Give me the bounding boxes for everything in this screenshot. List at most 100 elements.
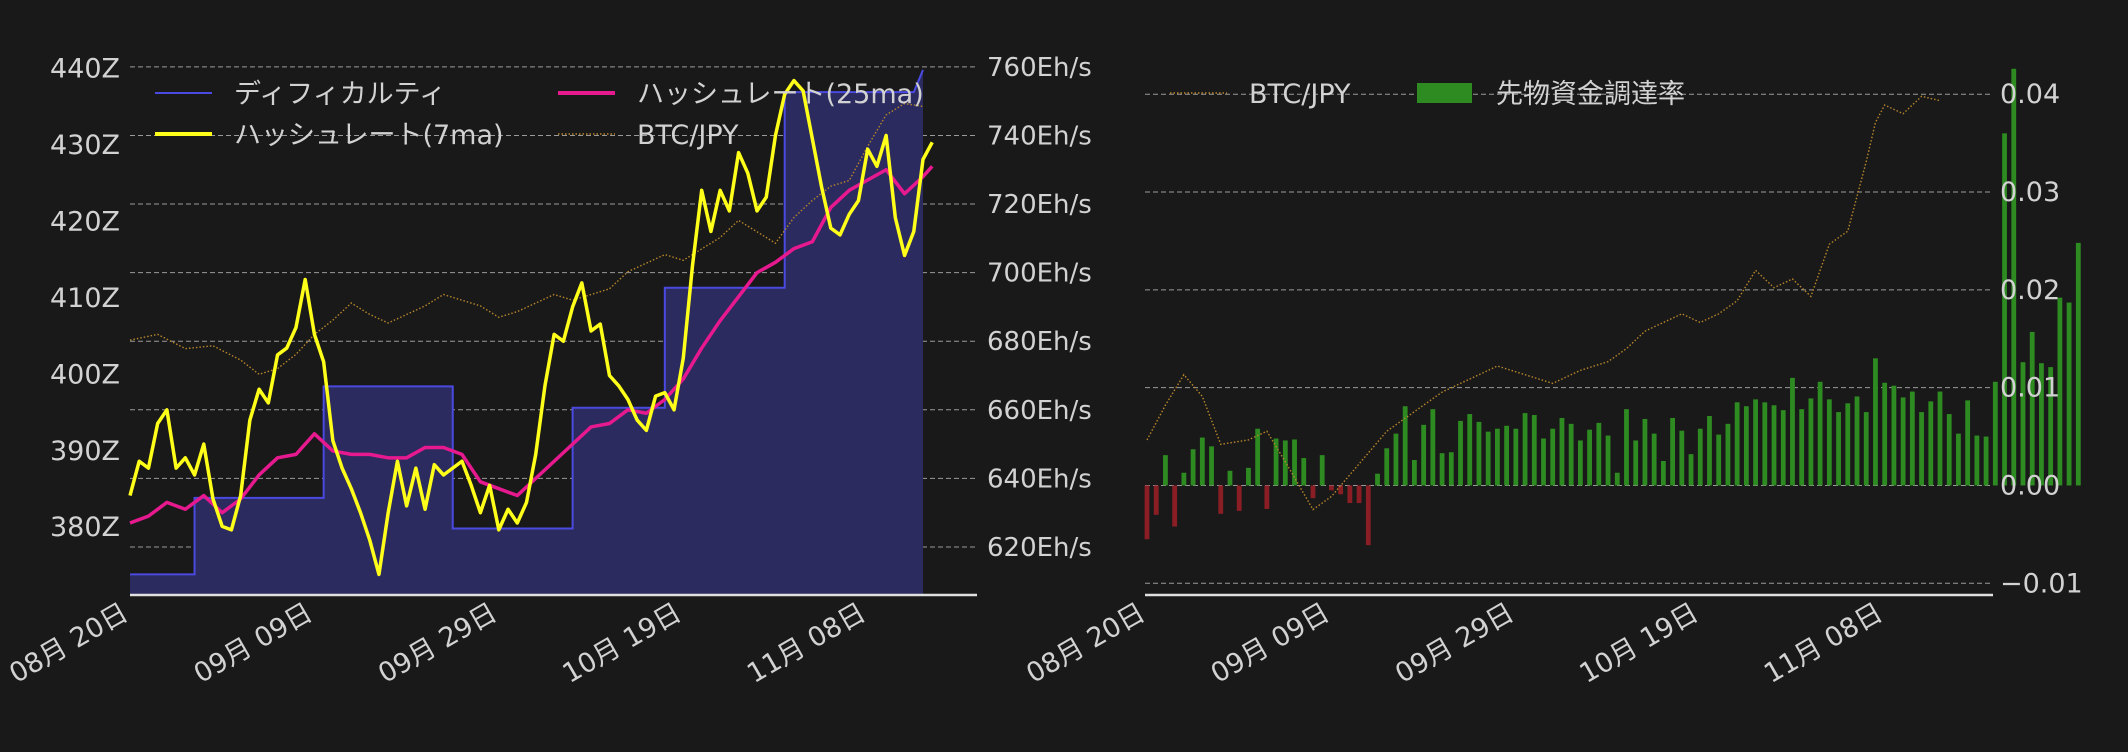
- funding-rate-bar: [1965, 400, 1971, 486]
- funding-rate-bar: [1780, 410, 1786, 486]
- funding-rate-bar: [1246, 467, 1251, 486]
- funding-rate-bar: [1273, 438, 1279, 486]
- funding-rate-chart: 0.04 0.03 0.02 0.01 0.00 −0.01 08月 20日 09月 09日 0…: [1021, 68, 2083, 690]
- funding-rate-bar: [1734, 402, 1740, 486]
- funding-rate-bar: [1319, 455, 1325, 486]
- funding-rate-bar: [1264, 485, 1270, 509]
- funding-rate-bar: [1384, 448, 1390, 486]
- left-tick-label: 390Z: [50, 436, 120, 467]
- funding-rate-bar: [1531, 415, 1537, 486]
- right-tick-label: 0.04: [2000, 79, 2060, 110]
- funding-rate-bar: [1873, 358, 1878, 486]
- funding-rate-bar: [1513, 428, 1519, 486]
- funding-rate-bar: [1836, 412, 1841, 486]
- funding-rate-bar: [1467, 414, 1473, 486]
- x-tick-label: 10月 19日: [558, 597, 687, 689]
- funding-rate-bar: [1651, 433, 1657, 486]
- funding-rate-bar: [1974, 435, 1980, 486]
- btc-jpy-line: [1146, 95, 1941, 511]
- left-tick-label: 410Z: [50, 283, 120, 314]
- funding-rate-bar: [1338, 485, 1344, 495]
- funding-rate-bar: [1937, 391, 1943, 486]
- funding-rate-bar: [1301, 458, 1307, 486]
- hashrate-7ma-line: [128, 78, 934, 577]
- right-tick-label: 700Eh/s: [987, 259, 1092, 289]
- funding-rate-bar: [1181, 472, 1187, 486]
- funding-rate-bar: [1522, 413, 1528, 486]
- right-tick-label: 620Eh/s: [987, 533, 1092, 563]
- funding-rate-bar: [1808, 398, 1814, 486]
- legend-btc-label: BTC/JPY: [637, 120, 739, 151]
- right-tick-label: 740Eh/s: [987, 121, 1092, 151]
- funding-rate-bar: [1504, 425, 1510, 486]
- funding-rate-bar: [1153, 485, 1159, 515]
- funding-rate-bar: [1236, 485, 1242, 511]
- funding-rate-bar: [1393, 433, 1399, 486]
- funding-rate-bar: [1439, 453, 1445, 486]
- legend-btc-label: BTC/JPY: [1249, 79, 1351, 110]
- funding-rate-bar: [2048, 367, 2054, 486]
- funding-rate-bar: [1670, 417, 1675, 486]
- funding-rate-bar: [1799, 409, 1805, 486]
- mining-chart: 380Z 390Z 400Z 410Z 420Z 430Z 440Z 620Eh/s 640Eh…: [4, 53, 1092, 690]
- funding-rate-bar: [1587, 429, 1593, 486]
- right-tick-label: −0.01: [2000, 568, 2083, 599]
- funding-rate-bar: [1909, 391, 1915, 486]
- funding-rate-bar: [1826, 399, 1832, 486]
- funding-rate-bar: [1347, 485, 1353, 504]
- funding-rate-bar: [1605, 435, 1611, 486]
- funding-rate-bar: [1282, 440, 1288, 486]
- right-tick-label: 660Eh/s: [987, 396, 1092, 426]
- difficulty-line: [130, 69, 924, 576]
- legend-difficulty-label: ディフィカルティ: [234, 79, 446, 110]
- funding-rate-bar: [1863, 412, 1869, 486]
- x-tick-label: 09月 09日: [1206, 597, 1335, 689]
- legend-funding-label: 先物資金調達率: [1496, 79, 1685, 110]
- funding-rate-bar: [1642, 418, 1648, 486]
- funding-rate-bar: [2020, 362, 2026, 486]
- funding-rate-bar: [1624, 409, 1629, 486]
- funding-rate-bar: [1494, 428, 1500, 486]
- funding-rate-bar: [1697, 428, 1703, 486]
- legend-funding-swatch: [1417, 83, 1472, 103]
- funding-rate-bar: [1199, 437, 1205, 486]
- funding-rate-bar: [1956, 433, 1961, 486]
- funding-rate-bar: [1292, 439, 1297, 486]
- left-tick-label: 420Z: [50, 207, 120, 238]
- funding-rate-bar: [1817, 381, 1823, 486]
- funding-rate-bar: [1310, 485, 1316, 499]
- funding-rate-bar: [1430, 409, 1436, 486]
- funding-rate-bar: [1845, 403, 1851, 486]
- funding-rate-bar: [1688, 454, 1694, 486]
- funding-rate-bar: [2011, 68, 2017, 486]
- funding-rate-bar: [1568, 423, 1574, 486]
- funding-rate-bar: [1402, 406, 1408, 486]
- funding-rate-bar: [2057, 297, 2063, 486]
- x-tick-label: 10月 19日: [1575, 597, 1704, 689]
- funding-rate-bar: [1144, 485, 1150, 540]
- x-tick-label: 11月 08日: [1759, 597, 1888, 689]
- funding-rate-bar: [1163, 455, 1168, 486]
- funding-rate-bar: [1577, 440, 1583, 486]
- right-tick-label: 640Eh/s: [987, 464, 1092, 494]
- difficulty-area: [130, 69, 923, 595]
- funding-rate-bar: [1448, 452, 1454, 486]
- funding-rate-bar: [1753, 399, 1758, 486]
- left-tick-label: 380Z: [50, 512, 120, 543]
- funding-rate-bar: [1992, 381, 1998, 486]
- right-tick-label: 0.02: [2000, 275, 2060, 306]
- funding-rate-bar: [1679, 430, 1685, 486]
- x-tick-label: 08月 20日: [1021, 597, 1150, 689]
- funding-rate-bar: [1854, 396, 1860, 486]
- funding-rate-bar: [1928, 401, 1934, 486]
- left-tick-label: 400Z: [50, 359, 120, 390]
- x-tick-label: 11月 08日: [742, 597, 871, 689]
- funding-rate-bar: [1771, 405, 1777, 486]
- funding-rate-bar: [1919, 412, 1924, 486]
- funding-rate-bar: [1550, 428, 1556, 486]
- funding-rate-bar: [1614, 472, 1620, 486]
- right-tick-label: 720Eh/s: [987, 190, 1092, 220]
- funding-rate-bar: [1900, 397, 1906, 486]
- funding-rate-bar: [1458, 420, 1463, 486]
